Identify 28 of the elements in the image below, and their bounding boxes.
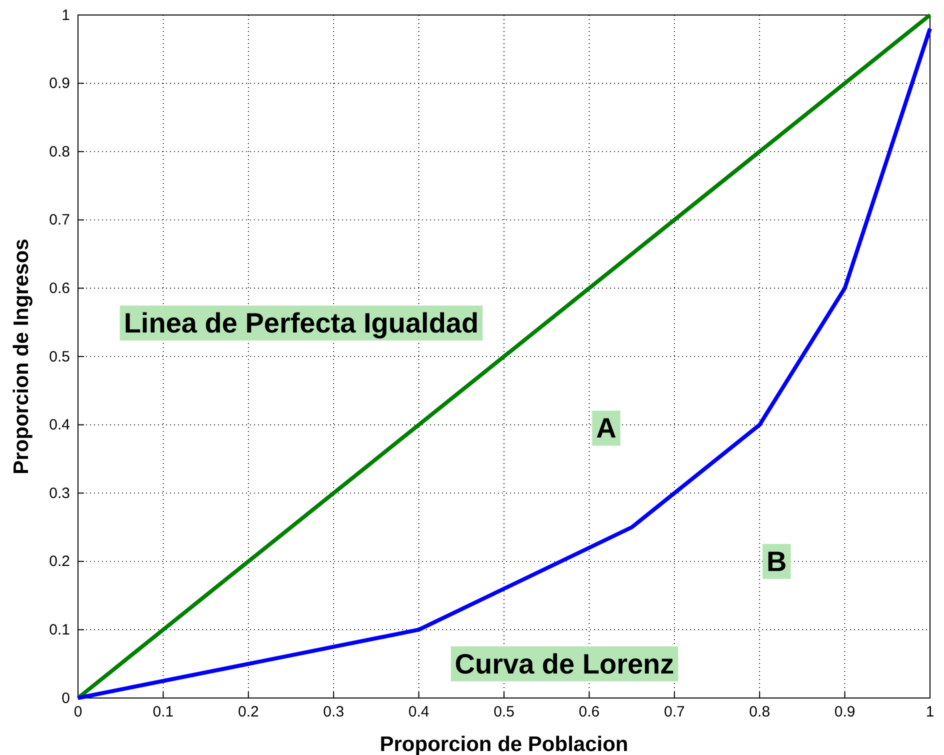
y-tick-label: 0.8 <box>49 143 70 160</box>
x-tick-label: 0.5 <box>494 704 514 721</box>
y-tick-label: 0.2 <box>49 553 70 570</box>
annotation: Curva de Lorenz <box>454 648 674 680</box>
y-tick-label: 1 <box>62 6 70 24</box>
annotation: Linea de Perfecta Igualdad <box>124 308 479 339</box>
x-axis-title: Proporcion de Poblacion <box>380 733 628 755</box>
y-tick-label: 0 <box>62 690 70 707</box>
x-tick-label: 0.4 <box>408 704 430 721</box>
y-tick-label: 0.3 <box>49 484 70 502</box>
x-tick-label: 1 <box>926 704 934 721</box>
annotation: B <box>766 546 787 577</box>
x-tick-label: 0.3 <box>323 704 344 721</box>
y-tick-label: 0.6 <box>49 280 70 297</box>
y-axis-title: Proporcion de Ingresos <box>10 238 33 474</box>
y-tick-label: 0.5 <box>49 348 70 366</box>
x-tick-label: 0.8 <box>749 704 770 721</box>
x-tick-label: 0.1 <box>152 704 174 721</box>
y-tick-label: 0.9 <box>49 75 70 92</box>
x-tick-label: 0.7 <box>664 704 685 721</box>
x-tick-label: 0.6 <box>578 704 600 721</box>
x-tick-label: 0.2 <box>238 704 259 721</box>
y-tick-label: 0.4 <box>49 416 70 434</box>
y-tick-label: 0.7 <box>49 212 70 229</box>
annotation: A <box>596 412 616 444</box>
x-tick-label: 0.9 <box>834 704 856 721</box>
x-tick-label: 0 <box>74 704 82 721</box>
y-tick-label: 0.1 <box>49 622 70 638</box>
